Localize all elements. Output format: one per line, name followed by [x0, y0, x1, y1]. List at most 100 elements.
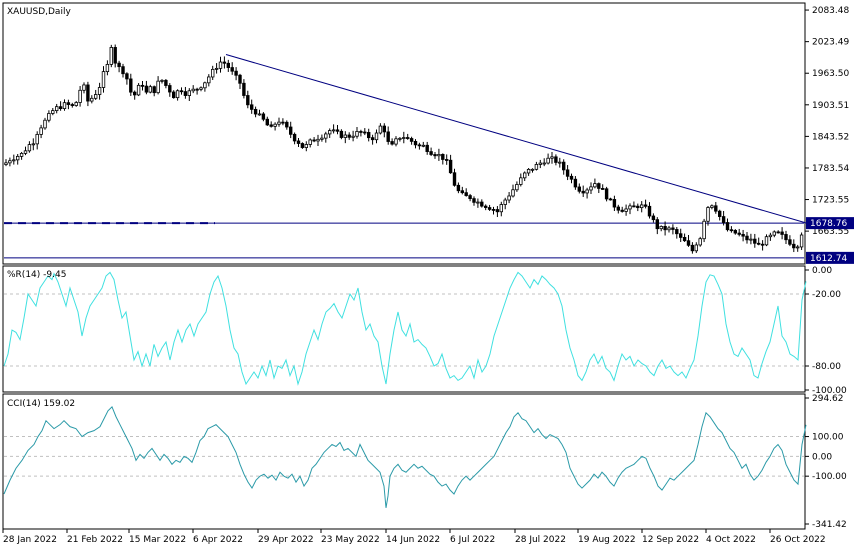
candle-body: [702, 220, 706, 240]
price-y-tick-label: 2023.49: [812, 38, 849, 48]
candle-body: [97, 87, 102, 95]
candle-body: [589, 186, 593, 191]
wpr-y-tick-label: -80.00: [812, 362, 841, 372]
candle-body: [136, 84, 141, 96]
candle-body: [19, 152, 24, 157]
candle-body: [405, 137, 410, 139]
candle-body: [530, 168, 535, 171]
candle-body: [612, 199, 617, 208]
candle-body: [753, 238, 757, 244]
candle-body: [234, 70, 238, 76]
candle-body: [511, 189, 515, 197]
candle-body: [796, 246, 800, 249]
candle-body: [195, 88, 199, 91]
candle-body: [300, 143, 305, 148]
candle-body: [355, 131, 359, 137]
candle-body: [784, 234, 788, 241]
candle-body: [249, 104, 254, 110]
x-tick-label: 4 Oct 2022: [706, 535, 756, 545]
candle-body: [15, 155, 20, 161]
candle-body: [214, 67, 219, 70]
candle-body: [472, 198, 476, 203]
candle-body: [109, 47, 113, 65]
candle-body: [519, 177, 523, 185]
candle-body: [515, 184, 519, 191]
candle-body: [351, 135, 355, 138]
candle-body: [269, 124, 273, 127]
candle-body: [538, 162, 542, 165]
candle-body: [132, 91, 137, 96]
candle-body: [581, 190, 585, 194]
x-tick-label: 6 Apr 2022: [193, 535, 243, 545]
candle-body: [679, 233, 683, 238]
candle-body: [320, 137, 324, 140]
candle-body: [27, 144, 32, 152]
cci-y-tick-label: 294.62: [812, 394, 844, 404]
candle-body: [593, 183, 597, 188]
candle-body: [187, 90, 191, 96]
candle-body: [117, 62, 121, 68]
price-y-tick-label: 1663.55: [812, 227, 849, 237]
candle-body: [35, 134, 39, 145]
candle-body: [121, 66, 125, 75]
candle-body: [526, 168, 531, 174]
candle-body: [378, 125, 383, 134]
candle-body: [718, 210, 722, 217]
candle-body: [152, 86, 156, 94]
candle-body: [573, 178, 578, 188]
candle-body: [601, 188, 605, 190]
candle-body: [694, 244, 698, 252]
candle-body: [23, 150, 28, 154]
cci-chart-title: CCI(14) 159.02: [7, 399, 75, 409]
candle-body: [308, 139, 312, 145]
candle-body: [413, 140, 418, 146]
candle-body: [640, 204, 644, 209]
candle-body: [179, 90, 184, 93]
candle-body: [721, 216, 726, 223]
candle-body: [129, 78, 133, 93]
candle-body: [238, 74, 242, 84]
candle-body: [339, 130, 344, 138]
candle-body: [448, 159, 453, 174]
wpr-panel-frame: [2, 265, 806, 393]
price-y-tick-label: 1903.51: [812, 101, 849, 111]
candle-body: [55, 106, 59, 112]
candle-body: [651, 215, 656, 221]
candle-body: [273, 123, 277, 127]
candle-body: [324, 133, 328, 139]
wpr-y-tick-label: -100.00: [812, 386, 847, 396]
current-price-tag: 1678.76: [810, 219, 847, 229]
candle-body: [222, 61, 227, 64]
x-tick-label: 12 Sep 2022: [642, 535, 699, 545]
candle-body: [183, 91, 188, 96]
candle-body: [546, 157, 550, 164]
candle-body: [562, 161, 566, 171]
candle-body: [398, 137, 402, 140]
candle-body: [456, 184, 461, 192]
candle-body: [105, 64, 110, 73]
candle-body: [417, 144, 422, 147]
candle-body: [659, 226, 663, 230]
candle-body: [168, 85, 172, 93]
candle-body: [74, 102, 78, 106]
low-price-tag: 1612.74: [810, 254, 847, 264]
candle-body: [616, 206, 620, 211]
candle-body: [643, 204, 648, 207]
candle-body: [523, 172, 527, 179]
candle-body: [760, 243, 765, 246]
candle-body: [503, 199, 507, 205]
x-tick-label: 23 May 2022: [321, 535, 380, 545]
candle-body: [374, 132, 379, 141]
candle-body: [437, 154, 441, 157]
candle-body: [292, 133, 297, 142]
cci-y-tick-label: 0.00: [812, 452, 832, 462]
candle-body: [565, 169, 570, 177]
candle-body: [370, 137, 375, 141]
candle-body: [70, 104, 74, 106]
x-tick-label: 28 Jul 2022: [515, 535, 566, 545]
wpr-chart: [3, 271, 807, 386]
candle-body: [554, 156, 558, 163]
price-y-tick-label: 1963.50: [812, 69, 849, 79]
candle-body: [495, 209, 500, 213]
candle-body: [425, 144, 429, 152]
